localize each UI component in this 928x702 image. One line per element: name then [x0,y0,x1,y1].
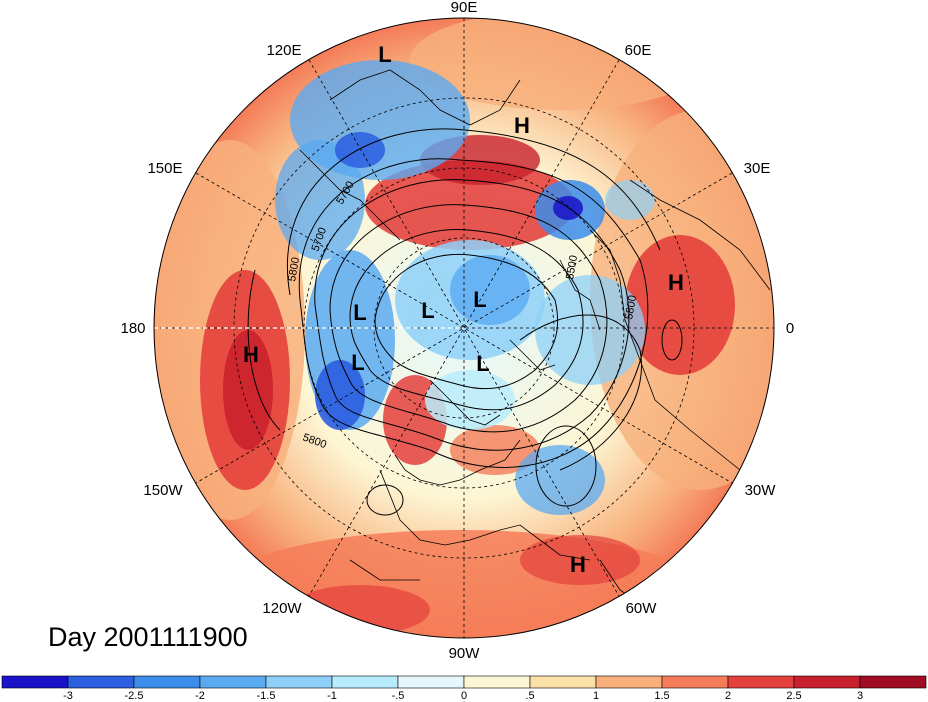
colorbar-swatch [793,675,861,689]
colorbar-swatch [727,675,795,689]
colorbar-tick-label: 1.5 [654,690,669,702]
pressure-center-low: L [421,298,434,323]
colorbar-swatch [1,675,69,689]
colorbar-tick-label: 2 [725,690,731,702]
lon-label-60e: 60E [625,42,652,59]
pressure-center-low: L [378,42,391,67]
pressure-center-high: H [243,342,259,367]
lon-label-30w: 30W [745,482,777,499]
pressure-center-low: L [353,300,366,325]
colorbar-tick-label: -3 [63,690,73,702]
lon-label-90w: 90W [449,645,481,662]
contour-label: 5800 [623,294,639,320]
pressure-center-high: H [514,113,530,138]
colorbar-swatch [859,675,927,689]
colorbar-swatch [331,675,399,689]
day-label: Day 2001111900 [48,622,248,652]
lon-label-120w: 120W [262,600,302,617]
colorbar-tick-label: 0 [461,690,467,702]
colorbar-tick-label: 3 [857,690,863,702]
pressure-center-high: H [570,552,586,577]
contour-label: 5800 [286,256,302,282]
colorbar-tick-label: -2.5 [125,690,144,702]
height-contours [247,128,683,516]
colorbar-swatch [397,675,465,689]
colorbar-swatch [133,675,201,689]
colorbar-tick-label: -2 [195,690,205,702]
pressure-center-high: H [668,270,684,295]
colorbar-tick-label: .5 [525,690,534,702]
lon-label-90e: 90E [451,0,478,16]
pressure-center-low: L [473,287,486,312]
colorbar-tick-label: 1 [593,690,599,702]
colorbar-swatch [463,675,531,689]
coastlines [299,69,771,611]
colorbar-swatch [67,675,135,689]
colorbar-tick-label: 2.5 [786,690,801,702]
colorbar-swatch [661,675,729,689]
colorbar-swatch [529,675,597,689]
lon-label-30e: 30E [744,160,771,177]
pressure-center-low: L [351,350,364,375]
lon-label-150w: 150W [143,482,183,499]
colorbar-tick-label: -1.5 [257,690,276,702]
lon-label-60w: 60W [626,600,658,617]
colorbar: -3 -2.5 -2 -1.5 -1 -.5 0 .5 1 1.5 2 2.5 3 [1,675,927,702]
map-border [153,17,775,639]
colorbar-tick-label: -.5 [392,690,405,702]
lon-label-0: 0 [786,320,794,337]
contour-label: 5500 [564,254,580,280]
colorbar-swatch [265,675,333,689]
colorbar-swatch [199,675,267,689]
lon-label-120e: 120E [266,42,301,59]
colorbar-swatch [595,675,663,689]
colorbar-tick-label: -1 [327,690,337,702]
lon-label-180: 180 [120,320,145,337]
lon-label-150e: 150E [147,160,182,177]
pressure-center-low: L [476,351,489,376]
